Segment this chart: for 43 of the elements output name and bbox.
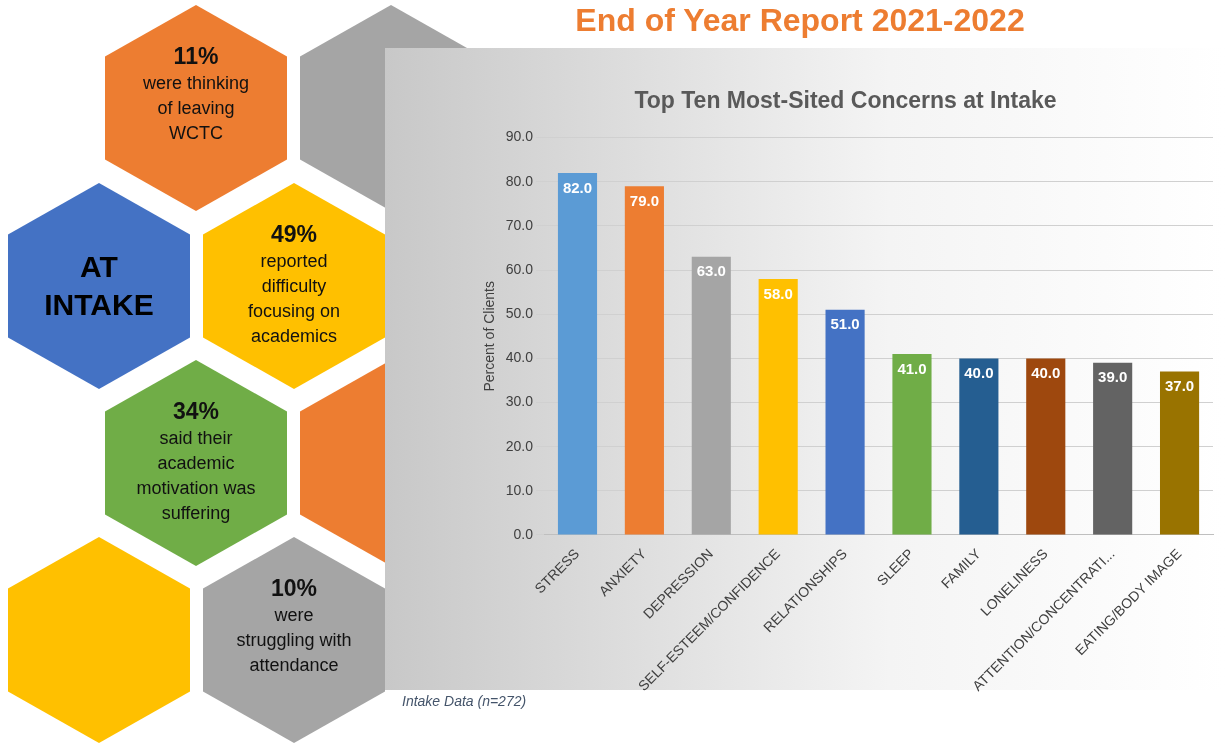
y-tick-label: 20.0 (505, 437, 534, 454)
bar (691, 256, 731, 535)
bar (758, 278, 798, 535)
text: 11% (172, 42, 220, 71)
y-tick-label: 60.0 (505, 260, 534, 277)
y-tick-label: 30.0 (505, 393, 534, 410)
data-label: 63.0 (696, 262, 726, 280)
text: 49% (269, 220, 318, 249)
text: 10% (269, 574, 318, 603)
data-label: 82.0 (562, 178, 593, 196)
text: AT INTAKE (43, 249, 155, 323)
bar (1026, 358, 1066, 535)
data-label: 51.0 (830, 315, 860, 333)
bar (825, 309, 865, 535)
text: Intake Data (n=272) (402, 693, 527, 709)
bar (1159, 371, 1200, 535)
bar (959, 358, 999, 535)
text: 34% (171, 397, 220, 426)
y-tick-label: 70.0 (505, 216, 534, 233)
chart-title: Top Ten Most-Sited Concerns at Intake (634, 87, 1057, 114)
text: were struggling with attendance (235, 604, 353, 677)
text: End of Year Report 2021-2022 (574, 2, 1026, 39)
y-tick-label: 50.0 (505, 305, 534, 322)
bar (624, 186, 664, 535)
data-label: 40.0 (964, 364, 994, 382)
bar (557, 172, 598, 535)
text: were thinking of leaving WCTC (141, 72, 251, 145)
text: said their academic motivation was suffering (136, 427, 256, 525)
data-label: 37.0 (1164, 377, 1195, 395)
y-axis-title: Percent of Clients (481, 281, 498, 392)
y-tick-label: 0.0 (513, 525, 534, 542)
data-label: 41.0 (897, 359, 927, 377)
bar (892, 353, 932, 535)
data-label: 79.0 (629, 191, 659, 209)
y-tick-label: 90.0 (505, 128, 534, 145)
text: reported difficulty focusing on academics (246, 250, 342, 348)
data-label: 58.0 (763, 284, 793, 302)
y-tick-label: 40.0 (505, 349, 534, 366)
data-label: 39.0 (1098, 368, 1128, 386)
y-tick-label: 80.0 (505, 172, 534, 189)
data-label: 40.0 (1031, 364, 1061, 382)
y-tick-label: 10.0 (505, 481, 534, 498)
bar (1093, 362, 1133, 535)
